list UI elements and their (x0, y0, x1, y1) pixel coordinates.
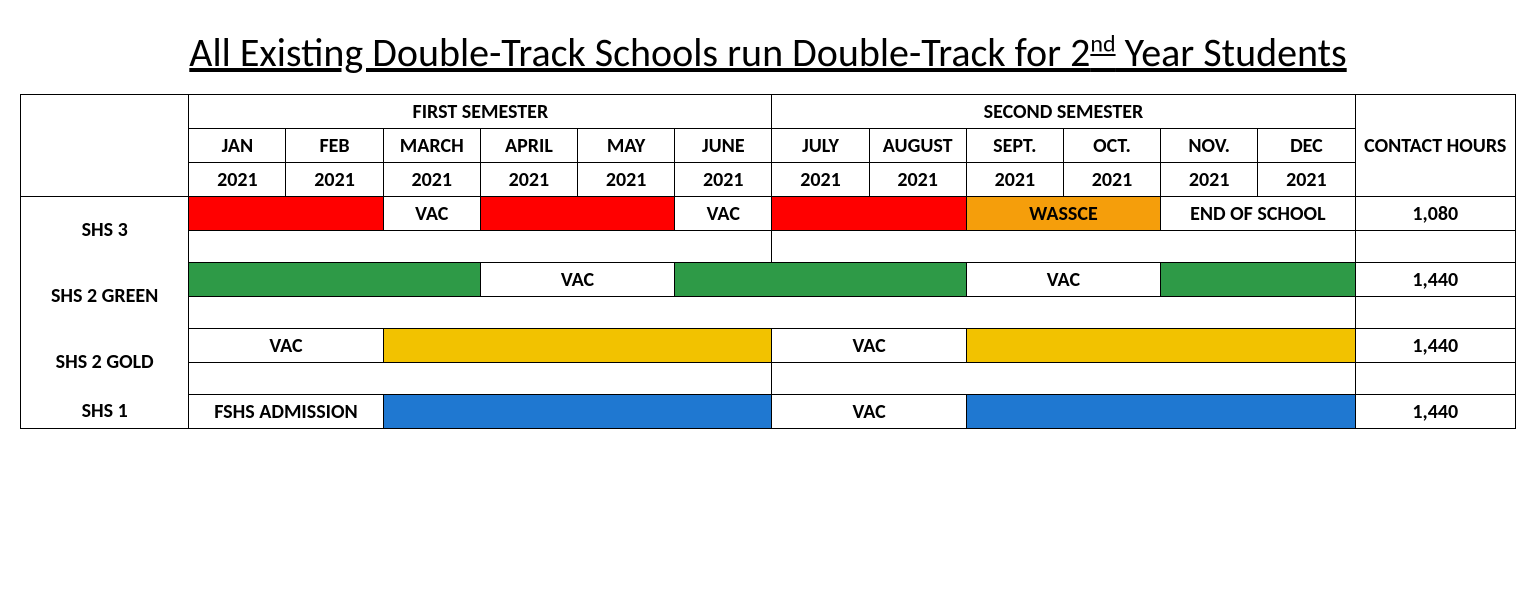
schedule-cell (480, 197, 674, 231)
year-cell: 2021 (286, 163, 383, 197)
hours-shs2gold: 1,440 (1355, 329, 1515, 363)
schedule-cell: VAC (772, 395, 966, 429)
hours-shs1: 1,440 (1355, 395, 1515, 429)
spacer-cell (1355, 297, 1515, 329)
first-semester-header: FIRST SEMESTER (189, 95, 772, 129)
month-cell: OCT. (1063, 129, 1160, 163)
schedule-cell: VAC (383, 197, 480, 231)
schedule-cell (1161, 263, 1355, 297)
spacer-shs2green (21, 297, 1516, 329)
month-cell: MARCH (383, 129, 480, 163)
schedule-cell (189, 197, 383, 231)
schedule-cell (772, 197, 966, 231)
year-cell: 2021 (480, 163, 577, 197)
spacer-shs3 (21, 231, 1516, 263)
row-label-shs1: SHS 1 (21, 395, 189, 429)
header-blank (21, 95, 189, 197)
month-cell: JULY (772, 129, 869, 163)
schedule-cell: VAC (189, 329, 383, 363)
month-cell: JAN (189, 129, 286, 163)
row-shs2green: SHS 2 GREEN VAC VAC 1,440 (21, 263, 1516, 297)
spacer-shs2gold (21, 363, 1516, 395)
row-label-shs2green: SHS 2 GREEN (21, 263, 189, 329)
contact-hours-header: CONTACT HOURS (1355, 95, 1515, 197)
year-cell: 2021 (1258, 163, 1355, 197)
page-title: All Existing Double-Track Schools run Do… (20, 30, 1516, 76)
month-cell: JUNE (675, 129, 772, 163)
spacer-cell (772, 363, 1355, 395)
month-cell: AUGUST (869, 129, 966, 163)
schedule-cell: END OF SCHOOL (1161, 197, 1355, 231)
schedule-cell (966, 395, 1355, 429)
schedule-cell: WASSCE (966, 197, 1160, 231)
row-shs1: SHS 1 FSHS ADMISSION VAC 1,440 (21, 395, 1516, 429)
schedule-cell: VAC (675, 197, 772, 231)
header-row-years: 2021 2021 2021 2021 2021 2021 2021 2021 … (21, 163, 1516, 197)
month-cell: APRIL (480, 129, 577, 163)
header-row-months: JAN FEB MARCH APRIL MAY JUNE JULY AUGUST… (21, 129, 1516, 163)
schedule-cell (383, 395, 772, 429)
schedule-cell (966, 329, 1355, 363)
title-prefix: All Existing Double-Track Schools run Do… (189, 28, 1090, 77)
month-cell: DEC (1258, 129, 1355, 163)
year-cell: 2021 (189, 163, 286, 197)
year-cell: 2021 (675, 163, 772, 197)
second-semester-header: SECOND SEMESTER (772, 95, 1355, 129)
row-shs2gold: SHS 2 GOLD VAC VAC 1,440 (21, 329, 1516, 363)
schedule-cell (675, 263, 967, 297)
year-cell: 2021 (869, 163, 966, 197)
schedule-table: FIRST SEMESTER SECOND SEMESTER CONTACT H… (20, 94, 1516, 429)
row-shs3: SHS 3 VAC VAC WASSCE END OF SCHOOL 1,080 (21, 197, 1516, 231)
year-cell: 2021 (578, 163, 675, 197)
year-cell: 2021 (383, 163, 480, 197)
schedule-cell (383, 329, 772, 363)
title-ordinal: nd (1090, 30, 1115, 59)
year-cell: 2021 (772, 163, 869, 197)
title-suffix: Year Students (1116, 28, 1347, 77)
spacer-cell (1355, 231, 1515, 263)
year-cell: 2021 (1063, 163, 1160, 197)
schedule-cell: VAC (772, 329, 966, 363)
schedule-cell: VAC (480, 263, 674, 297)
spacer-cell (772, 231, 1355, 263)
month-cell: MAY (578, 129, 675, 163)
year-cell: 2021 (966, 163, 1063, 197)
hours-shs3: 1,080 (1355, 197, 1515, 231)
row-label-shs3: SHS 3 (21, 197, 189, 263)
hours-shs2green: 1,440 (1355, 263, 1515, 297)
schedule-cell: FSHS ADMISSION (189, 395, 383, 429)
year-cell: 2021 (1161, 163, 1258, 197)
header-row-semesters: FIRST SEMESTER SECOND SEMESTER CONTACT H… (21, 95, 1516, 129)
schedule-cell: VAC (966, 263, 1160, 297)
month-cell: NOV. (1161, 129, 1258, 163)
month-cell: SEPT. (966, 129, 1063, 163)
spacer-cell (189, 231, 772, 263)
spacer-cell (189, 363, 772, 395)
spacer-cell (189, 297, 1355, 329)
month-cell: FEB (286, 129, 383, 163)
schedule-cell (189, 263, 481, 297)
spacer-cell (1355, 363, 1515, 395)
row-label-shs2gold: SHS 2 GOLD (21, 329, 189, 395)
